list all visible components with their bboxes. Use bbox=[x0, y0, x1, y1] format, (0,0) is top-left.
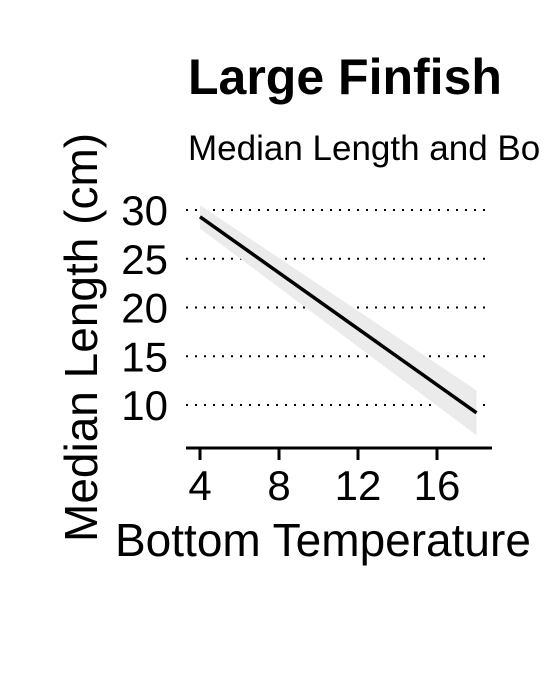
chart-subtitle: Median Length and Bo bbox=[188, 129, 541, 168]
y-tick-label-15: 15 bbox=[121, 333, 168, 380]
x-axis-title: Bottom Temperature bbox=[115, 514, 531, 566]
x-tick-label-16: 16 bbox=[414, 462, 461, 509]
x-axis-ticks: 4 8 12 16 bbox=[188, 462, 460, 509]
x-axis bbox=[186, 446, 492, 460]
y-tick-label-30: 30 bbox=[121, 187, 168, 234]
confidence-band-layer bbox=[200, 205, 477, 436]
x-tick-label-4: 4 bbox=[188, 462, 211, 509]
y-axis-title: Median Length (cm) bbox=[55, 133, 107, 542]
x-tick-label-8: 8 bbox=[267, 462, 290, 509]
series-line-layer bbox=[198, 215, 478, 415]
y-tick-label-20: 20 bbox=[121, 285, 168, 332]
x-tick-label-12: 12 bbox=[335, 462, 382, 509]
chart-title: Large Finfish bbox=[188, 49, 502, 105]
confidence-band bbox=[200, 205, 477, 436]
y-tick-label-10: 10 bbox=[121, 382, 168, 429]
series-line bbox=[198, 215, 478, 415]
y-tick-label-25: 25 bbox=[121, 236, 168, 283]
